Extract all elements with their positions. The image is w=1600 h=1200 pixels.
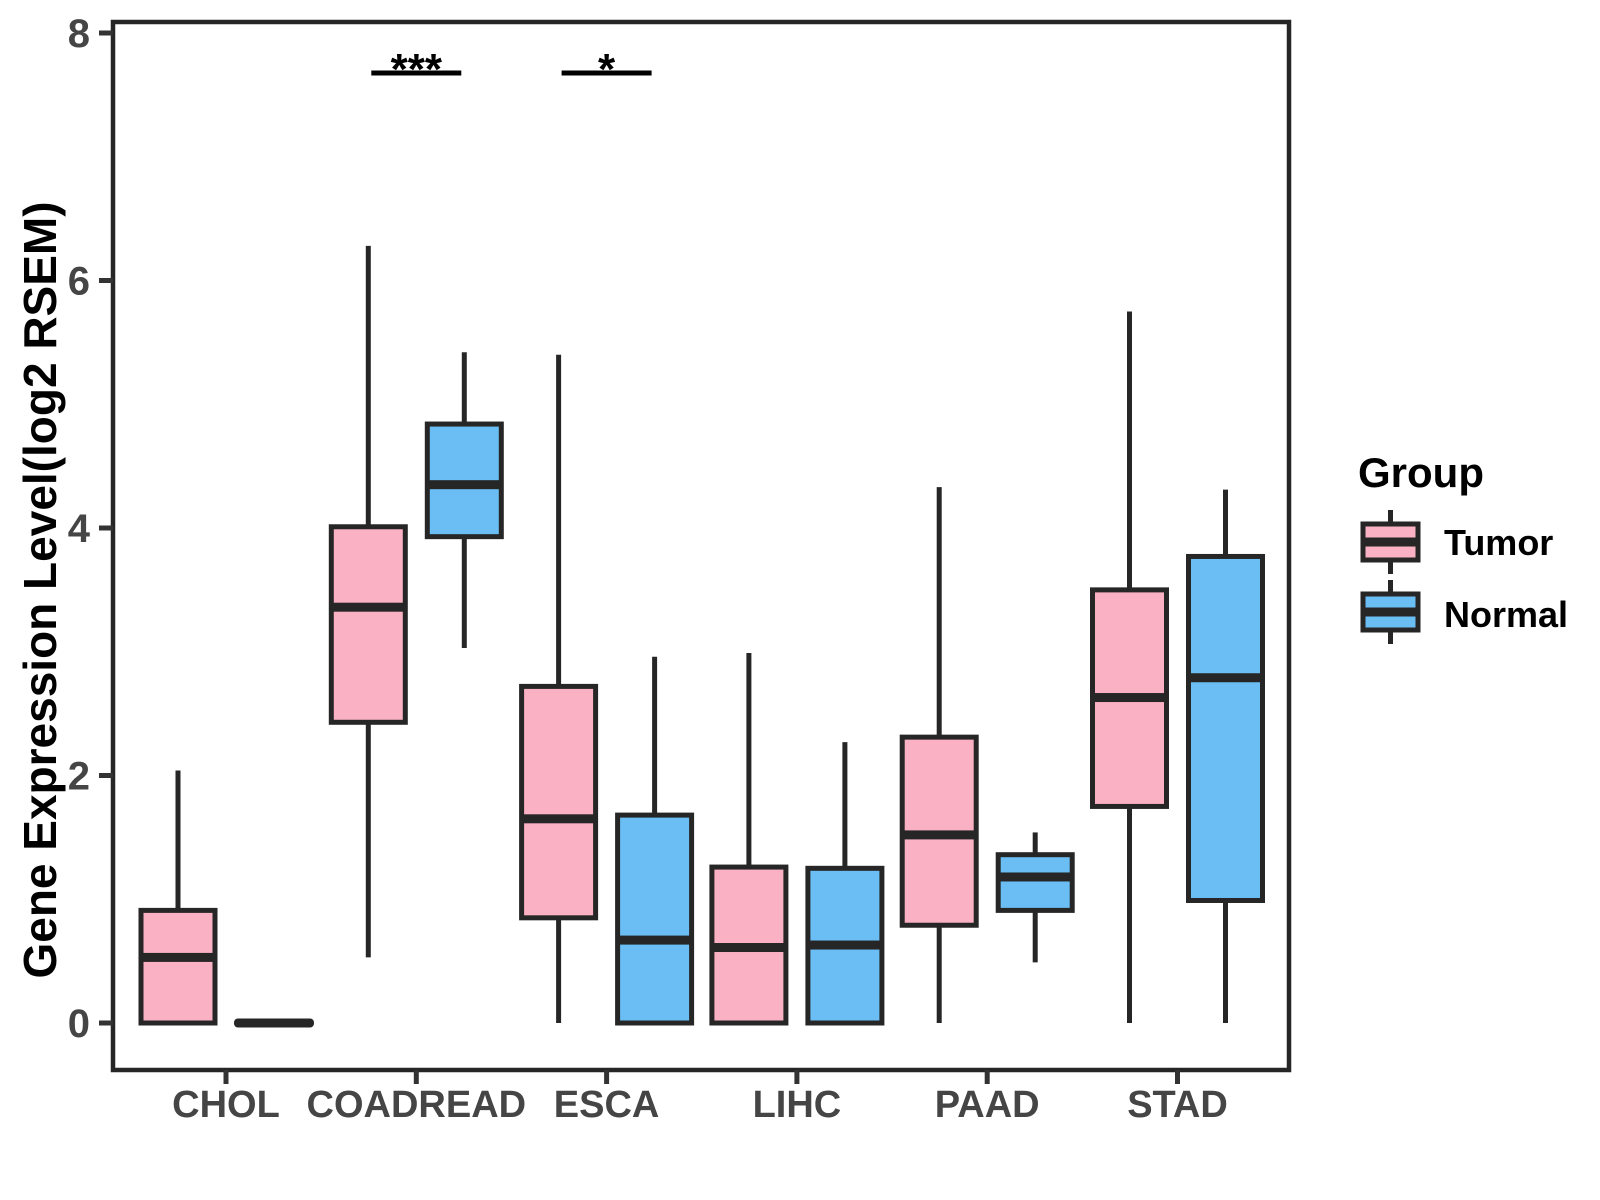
y-tick-label-8: 8 xyxy=(68,12,90,56)
median-CHOL-Tumor xyxy=(141,952,215,962)
x-tick-label-COADREAD: COADREAD xyxy=(307,1084,527,1126)
median-COADREAD-Normal xyxy=(427,480,502,490)
median-STAD-Normal xyxy=(1188,673,1263,683)
median-ESCA-Normal xyxy=(617,935,692,945)
legend: Group Tumor Normal xyxy=(1358,449,1568,644)
box-COADREAD-Tumor xyxy=(328,524,408,725)
x-tick-label-PAAD: PAAD xyxy=(935,1084,1040,1126)
legend-title: Group xyxy=(1358,449,1484,496)
y-axis: 0 2 4 6 8 xyxy=(68,12,113,1046)
median-LIHC-Tumor xyxy=(711,943,786,953)
box-ESCA-Normal xyxy=(615,812,695,1026)
legend-normal-median-line xyxy=(1363,607,1418,617)
sig-label-ESCA: * xyxy=(598,45,616,94)
median-PAAD-Normal xyxy=(998,872,1073,882)
legend-tumor-median-line xyxy=(1363,537,1418,547)
x-tick-label-CHOL: CHOL xyxy=(172,1084,280,1126)
box-ESCA-Tumor xyxy=(519,683,599,921)
y-tick-label-4: 4 xyxy=(68,507,91,551)
box-CHOL-Tumor xyxy=(138,907,218,1026)
median-COADREAD-Tumor xyxy=(331,602,406,612)
y-tick-label-6: 6 xyxy=(68,260,90,304)
median-PAAD-Tumor xyxy=(902,830,977,840)
x-tick-label-STAD: STAD xyxy=(1127,1084,1228,1126)
significance-annotations: *** * xyxy=(371,45,652,94)
x-tick-label-ESCA: ESCA xyxy=(554,1084,660,1126)
y-axis-title: Gene Expression Level(log2 RSEM) xyxy=(14,201,66,978)
flat-box-CHOL-Normal xyxy=(234,1018,314,1028)
x-axis: CHOL COADREAD ESCA LIHC PAAD STAD xyxy=(172,1070,1228,1126)
plot-panel-border xyxy=(110,19,1292,1073)
median-LIHC-Normal xyxy=(807,940,882,950)
legend-key-normal: Normal xyxy=(1360,580,1568,644)
sig-label-COADREAD: *** xyxy=(391,45,443,94)
x-tick-label-LIHC: LIHC xyxy=(753,1084,842,1126)
legend-key-tumor: Tumor xyxy=(1360,510,1553,574)
y-tick-label-2: 2 xyxy=(68,755,90,799)
median-ESCA-Tumor xyxy=(521,814,596,824)
median-STAD-Tumor xyxy=(1092,693,1167,703)
box-PAAD-Normal xyxy=(995,852,1075,913)
legend-label-normal: Normal xyxy=(1444,594,1568,635)
y-tick-label-0: 0 xyxy=(68,1002,90,1046)
boxplot-series xyxy=(138,245,1265,1028)
box-STAD-Normal xyxy=(1186,553,1265,903)
legend-label-tumor: Tumor xyxy=(1444,522,1553,563)
